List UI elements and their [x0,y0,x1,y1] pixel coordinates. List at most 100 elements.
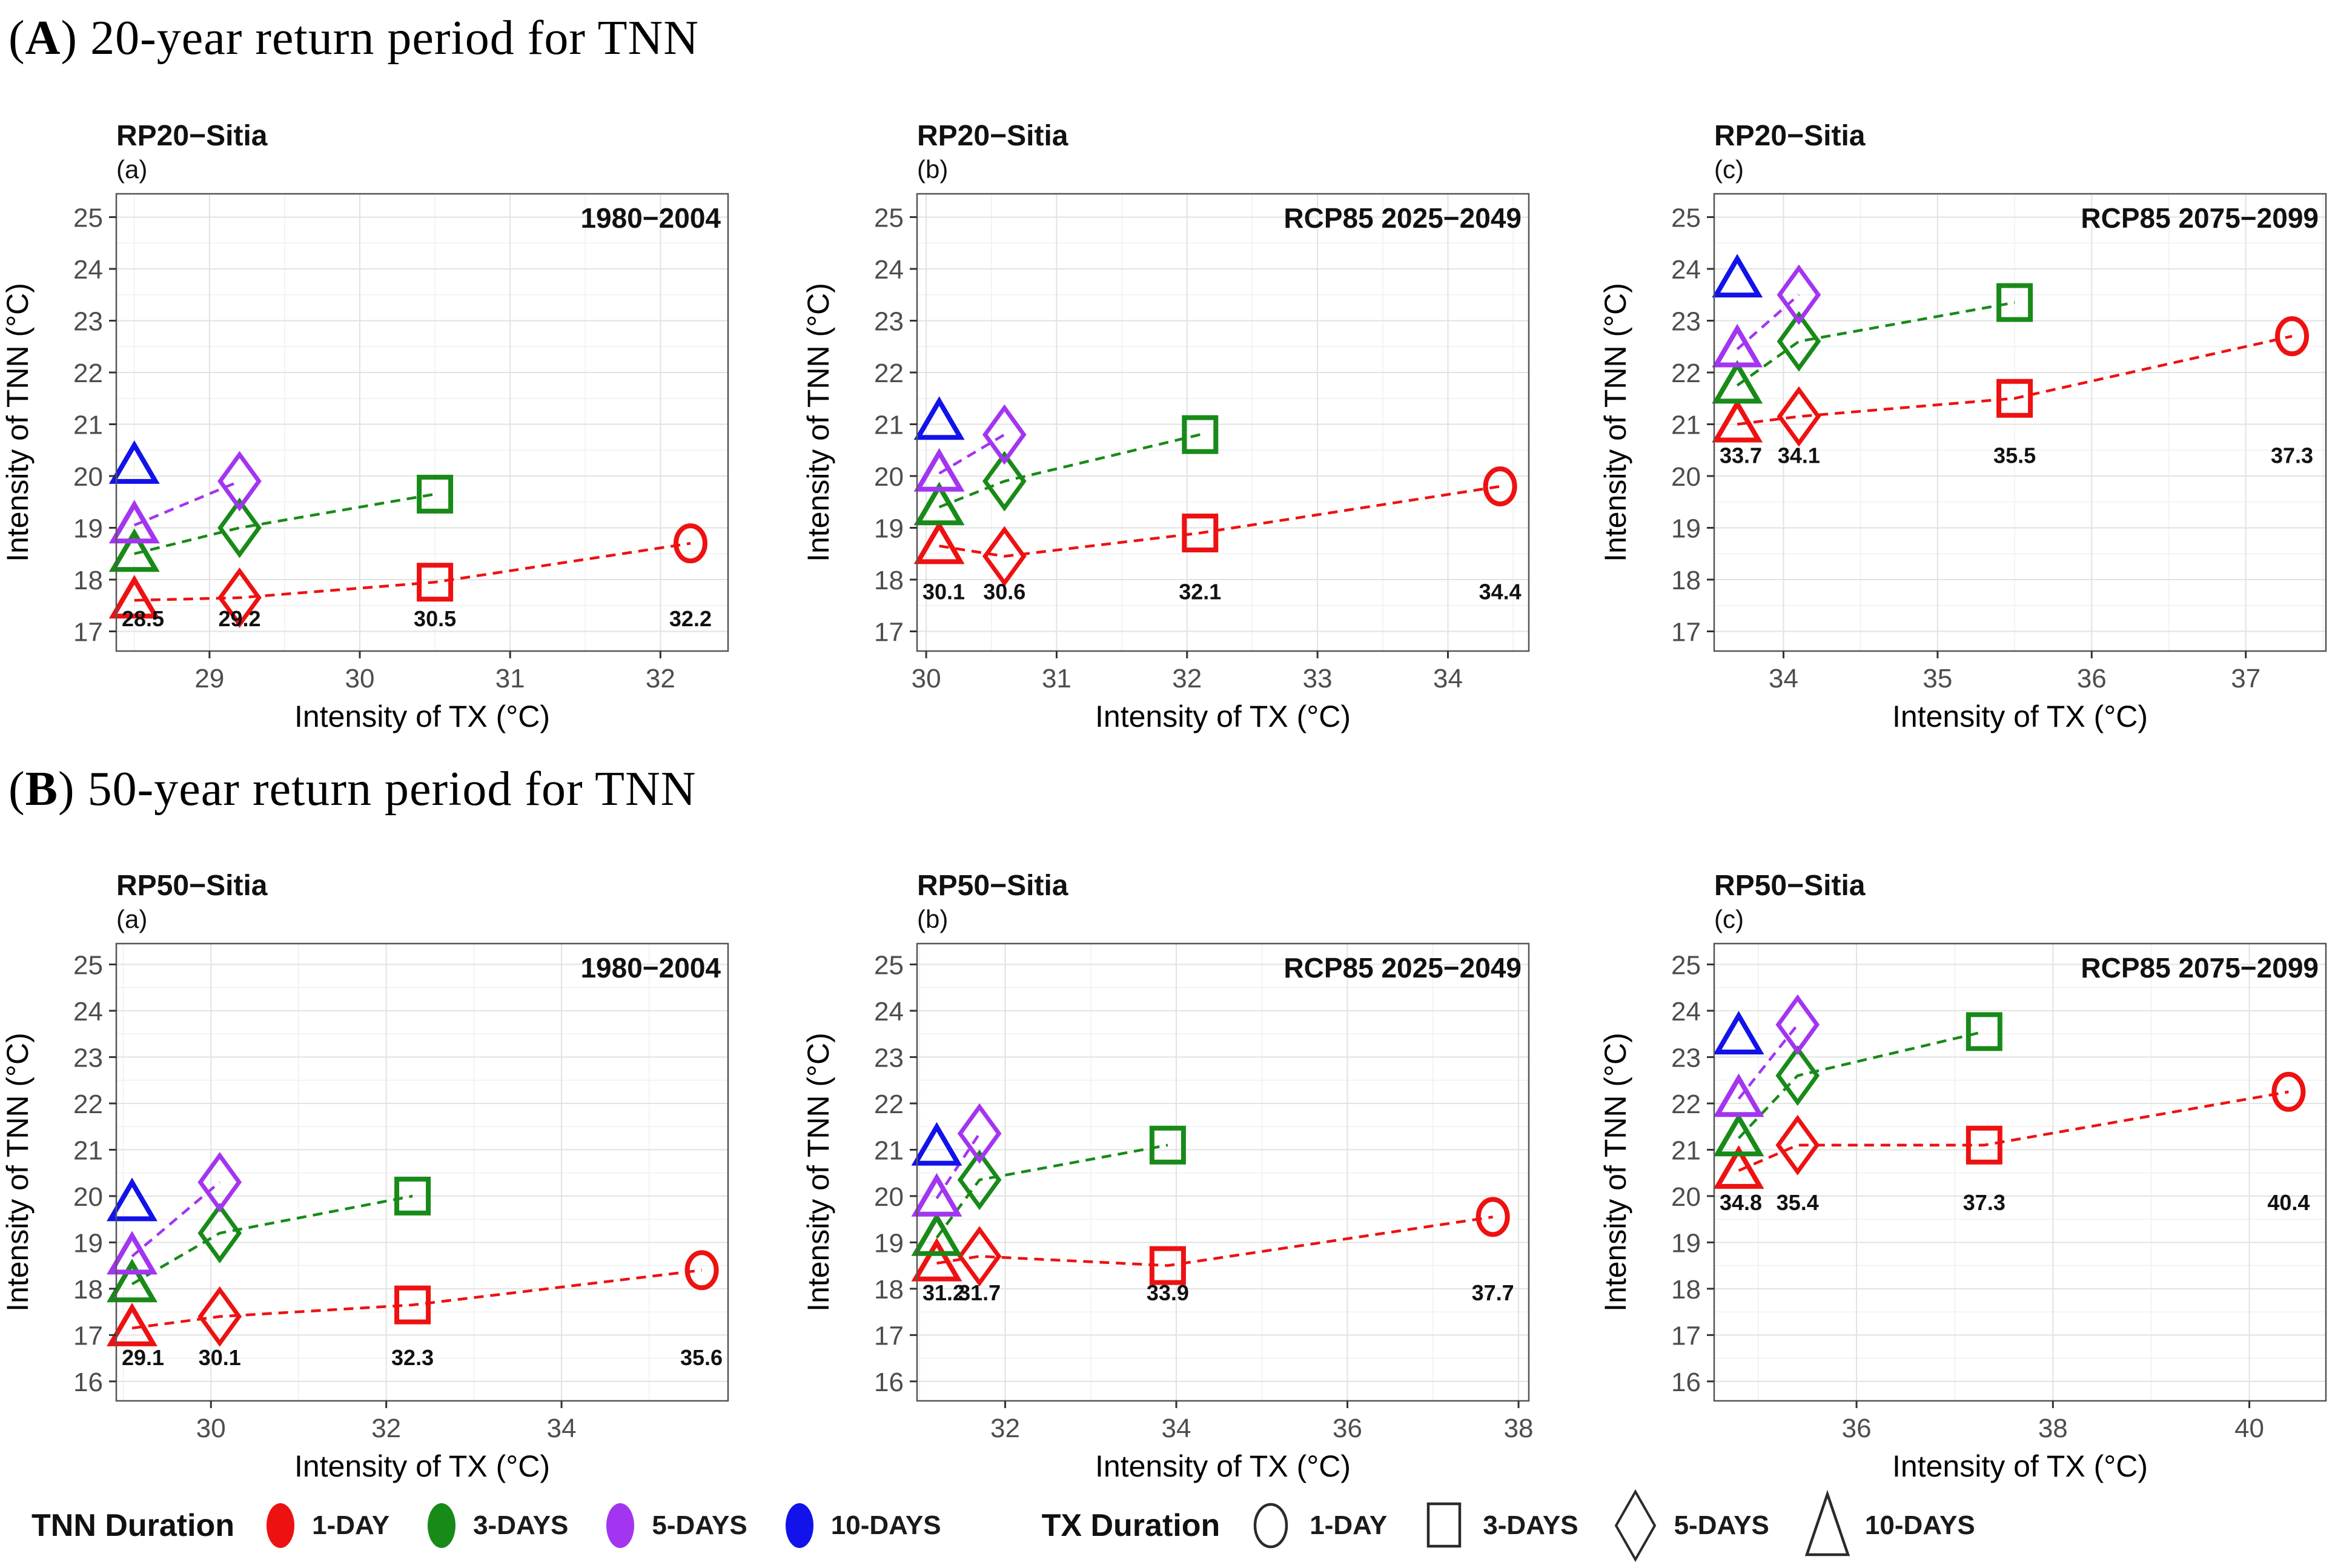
svg-text:20: 20 [1671,462,1701,492]
panel-rp20-a: 29 30 31 32 17 18 19 20 21 22 23 24 25 Intensity of T… [0,85,751,769]
square-marker [1149,1246,1186,1285]
series-lines [1737,1024,2289,1172]
svg-text:23: 23 [874,1043,904,1073]
svg-text:16: 16 [874,1368,904,1397]
tnn-10-days-dot-icon [785,1503,813,1548]
plot-area [917,194,1529,651]
svg-text:30: 30 [196,1414,226,1443]
svg-text:29.2: 29.2 [218,606,260,631]
legend-bar: TNN Duration 1-DAY 3-DAYS 5-DAYS 10-DAYS TX… [31,1489,2327,1563]
series-line-5-days [131,1181,221,1258]
svg-text:36: 36 [2077,664,2107,693]
series-line-3-days [1736,301,2015,387]
y-tick-labels: 16 17 18 19 20 21 22 23 24 25 [1671,950,1701,1397]
svg-text:35.6: 35.6 [680,1345,723,1370]
panel-tag: (a) [116,155,147,184]
series-markers [1712,254,2310,447]
svg-text:18: 18 [73,566,103,595]
svg-text:20: 20 [874,1182,904,1212]
svg-text:19: 19 [874,1228,904,1258]
triangle-marker [1713,1113,1764,1157]
panel-rp50-b: 32 34 36 38 16 17 18 19 20 21 22 23 24 25 Intensity of… [801,835,1552,1519]
series-line-3-days [935,1143,1168,1239]
diamond-marker [217,567,262,628]
series-line-3-days [131,1194,413,1286]
svg-text:16: 16 [73,1368,103,1397]
svg-text:34.1: 34.1 [1778,443,1820,468]
svg-text:22: 22 [73,1090,103,1119]
plot-border [916,942,1530,1402]
y-axis-title: Intensity of TNN (°C) [1598,283,1632,562]
series-line-3-days [938,433,1201,509]
x-tick-labels: 29 30 31 32 [194,664,675,693]
svg-text:38: 38 [1504,1414,1534,1443]
triangle-marker [1712,399,1763,443]
x-axis-title: Intensity of TX (°C) [1892,1449,2148,1483]
diamond-marker [982,451,1027,512]
diamond-marker [1775,1045,1820,1106]
diamond-marker [982,526,1027,587]
svg-text:19: 19 [73,514,103,544]
svg-text:22: 22 [1671,359,1701,388]
triangle-marker [107,1177,158,1222]
svg-text:34: 34 [1162,1414,1191,1443]
series-lines [133,480,691,602]
triangle-marker [1712,323,1763,368]
svg-text:23: 23 [73,1043,103,1073]
svg-text:31: 31 [1042,664,1071,693]
paren: ( [8,12,25,65]
svg-text:23: 23 [73,306,103,336]
svg-text:16: 16 [1671,1368,1701,1397]
panel-tag: (b) [917,155,948,184]
y-axis-title: Intensity of TNN (°C) [801,283,835,562]
svg-text:19: 19 [1671,514,1701,544]
series-line-1-day [131,1269,702,1330]
svg-text:25: 25 [874,950,904,980]
svg-text:36: 36 [1333,1414,1362,1443]
svg-text:25: 25 [1671,203,1701,233]
plot-area [116,194,728,651]
tnn-3-days-dot-icon [428,1503,456,1548]
square-marker [1996,283,2033,322]
svg-text:20: 20 [73,1182,103,1212]
svg-text:17: 17 [1671,1321,1701,1351]
triangle-marker [107,1302,158,1346]
panel-title: RP20−Sitia [116,120,268,152]
axis-ticks [109,963,563,1408]
legend-item-tnn-3-days: 3-DAYS [425,1500,568,1551]
svg-text:19: 19 [1671,1228,1701,1258]
diamond-marker [1777,311,1821,372]
svg-text:32.3: 32.3 [391,1345,434,1370]
triangle-marker [1713,1145,1764,1189]
tx-value-annotations: 28.5 29.2 30.5 32.2 [122,606,712,631]
svg-text:18: 18 [874,1275,904,1305]
series-line-3-days [134,492,436,555]
svg-text:31.2: 31.2 [922,1280,965,1305]
svg-text:25: 25 [73,950,103,980]
svg-text:34: 34 [547,1414,577,1443]
svg-text:35.4: 35.4 [1777,1190,1819,1215]
tnn-duration-legend-title: TNN Duration [31,1508,235,1543]
triangle-marker [911,1237,962,1282]
series-line-1-day [1737,334,2293,426]
svg-text:18: 18 [1671,1275,1701,1305]
legend-label: 3-DAYS [1483,1510,1578,1540]
svg-text:17: 17 [1671,618,1701,647]
tx-square-icon [1426,1502,1462,1548]
svg-text:32: 32 [371,1414,401,1443]
x-tick-labels: 32 34 36 38 [990,1414,1534,1443]
series-line-1-day [134,541,691,602]
svg-text:37.3: 37.3 [2271,443,2313,468]
svg-text:17: 17 [874,618,904,647]
legend-item-tnn-1-day: 1-DAY [263,1500,389,1551]
series-line-5-days [935,1133,981,1199]
svg-text:37.7: 37.7 [1472,1280,1514,1305]
tx-triangle-icon [1804,1490,1850,1556]
y-tick-labels: 17 18 19 20 21 22 23 24 25 [73,203,103,647]
panel-tag: (c) [1714,155,1744,184]
grid [917,194,1529,651]
plot-area [1714,194,2326,651]
svg-text:24: 24 [1671,255,1701,285]
panel-rp50-a: 30 32 34 16 17 18 19 20 21 22 23 24 25 Intensity of T… [0,835,751,1519]
legend-item-tx-3-days: 3-DAYS [1422,1489,1578,1562]
